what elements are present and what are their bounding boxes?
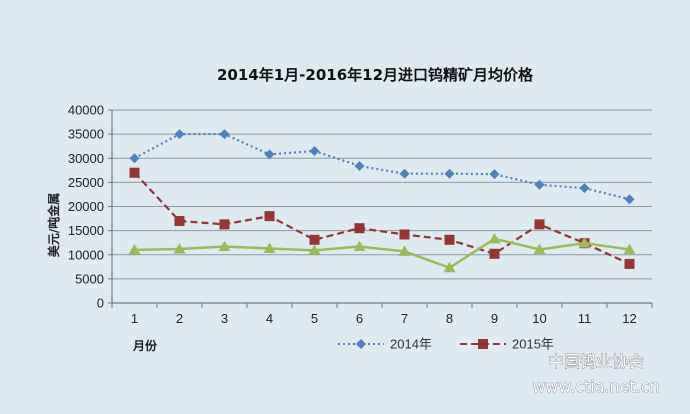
data-point <box>399 229 410 240</box>
series-3 <box>128 232 636 273</box>
series-line <box>133 171 630 265</box>
y-tick-label: 30000 <box>68 151 104 166</box>
data-point <box>624 258 635 269</box>
y-axis-title: 美元/吨金属 <box>46 193 61 257</box>
chart-title: 2014年1月-2016年12月进口钨精矿月均价格 <box>217 66 534 84</box>
data-point <box>534 219 545 230</box>
axes <box>108 109 653 308</box>
y-tick-label: 15000 <box>68 223 104 238</box>
data-point <box>579 183 590 194</box>
x-tick-label: 9 <box>491 311 498 326</box>
data-point <box>129 167 140 178</box>
data-point <box>533 243 546 254</box>
data-point <box>489 248 500 259</box>
legend-label: 2014年 <box>390 337 432 352</box>
x-tick-label: 3 <box>221 311 228 326</box>
x-axis-title: 月份 <box>132 338 158 353</box>
data-point <box>624 194 635 205</box>
data-point <box>309 234 320 245</box>
x-tick-label: 8 <box>446 311 453 326</box>
x-tick-label: 12 <box>622 311 636 326</box>
data-point <box>444 234 455 245</box>
x-tick-label: 6 <box>356 311 363 326</box>
legend-item: 2014年 <box>338 337 432 352</box>
data-point <box>129 153 140 164</box>
data-point <box>174 129 185 140</box>
x-tick-label: 11 <box>578 311 592 326</box>
series-2 <box>129 167 635 269</box>
y-tick-labels: 0 5000 10000 15000 20000 25000 30000 35000 40000 <box>68 103 104 311</box>
data-point <box>353 240 366 252</box>
watermark-text: 中国钨业协会 <box>548 352 644 371</box>
x-tick-label: 5 <box>311 311 318 326</box>
data-point <box>488 232 501 244</box>
y-tick-label: 25000 <box>68 175 104 190</box>
data-point <box>623 243 636 254</box>
gridlines <box>112 109 652 280</box>
y-tick-label: 20000 <box>68 199 104 214</box>
data-point <box>354 223 365 234</box>
data-point <box>309 146 320 157</box>
x-tick-label: 1 <box>131 311 138 326</box>
x-tick-label: 10 <box>532 311 546 326</box>
data-point <box>489 169 500 180</box>
series-1 <box>129 129 635 205</box>
series-line <box>134 237 630 270</box>
y-tick-label: 10000 <box>68 247 104 262</box>
data-point <box>174 215 185 226</box>
data-point <box>398 245 411 256</box>
data-point <box>443 261 456 273</box>
data-point <box>263 242 276 253</box>
legend-label: 2015年 <box>512 337 554 352</box>
x-tick-label: 4 <box>266 311 273 326</box>
data-point <box>354 160 365 171</box>
data-point <box>128 243 141 255</box>
data-point <box>264 211 275 222</box>
watermark-url: www.ctia.net.cn <box>532 377 660 396</box>
data-point <box>219 219 230 230</box>
data-point <box>308 244 321 255</box>
data-point <box>399 168 410 179</box>
series <box>128 129 636 273</box>
data-point <box>534 179 545 190</box>
legend: 2014年 2015年 <box>338 337 554 352</box>
series-line <box>133 133 630 201</box>
x-tick-label: 7 <box>401 311 408 326</box>
data-point <box>218 240 231 252</box>
data-point <box>578 237 591 248</box>
data-point <box>264 149 275 160</box>
y-tick-label: 35000 <box>68 127 104 142</box>
y-tick-label: 5000 <box>75 271 104 286</box>
x-tick-labels: 1 2 3 4 5 6 7 8 9 10 11 12 <box>131 311 637 326</box>
y-tick-label: 0 <box>97 296 104 311</box>
legend-marker <box>356 339 366 349</box>
data-point <box>219 129 230 140</box>
y-tick-label: 40000 <box>68 103 104 118</box>
legend-marker <box>478 339 488 349</box>
x-tick-label: 2 <box>176 311 183 326</box>
data-point <box>173 242 186 254</box>
data-point <box>444 168 455 179</box>
legend-item: 2015年 <box>460 337 554 352</box>
